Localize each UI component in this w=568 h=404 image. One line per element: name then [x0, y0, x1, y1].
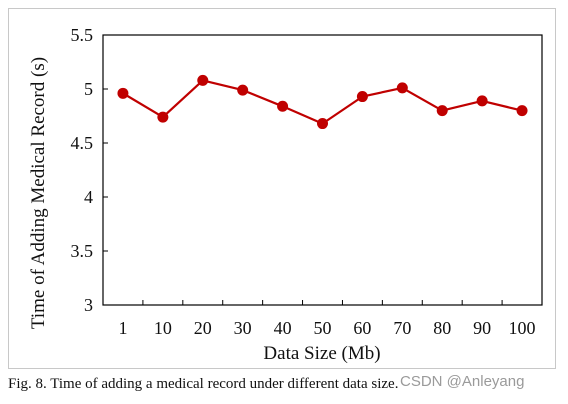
x-tick-label: 1	[118, 318, 127, 338]
data-point	[356, 91, 368, 103]
x-tick-label: 20	[194, 318, 212, 338]
x-tick-label: 80	[433, 318, 451, 338]
data-point	[197, 74, 209, 86]
plot-area	[102, 34, 543, 306]
x-tick-label: 70	[393, 318, 411, 338]
data-point	[476, 95, 488, 107]
plot-border	[102, 34, 543, 306]
x-tick-label: 10	[154, 318, 172, 338]
x-tick-label: 50	[314, 318, 332, 338]
data-point	[157, 111, 169, 123]
data-point	[117, 87, 129, 99]
data-point	[516, 105, 528, 117]
x-tick-label: 30	[234, 318, 252, 338]
y-axis-label: Time of Adding Medical Record (s)	[28, 57, 49, 329]
data-point	[436, 105, 448, 117]
series-layer	[117, 74, 528, 130]
y-tick-label: 4.5	[71, 133, 94, 153]
data-point	[317, 118, 328, 130]
watermark: CSDN @Anleyang	[400, 373, 525, 390]
x-tick-label: 60	[353, 318, 371, 338]
y-tick-label: 5	[84, 79, 93, 99]
data-point	[277, 100, 289, 112]
x-tick-label: 100	[509, 318, 536, 338]
x-tick-label: 90	[473, 318, 491, 338]
series-line	[122, 79, 523, 125]
line-chart: 3 3.5 4 4.5 5 5.5 1 10 20 30 40 50 60 70 80 90 100 Data…	[28, 25, 543, 364]
x-axis: 1 10 20 30 40 50 60 70 80 90 100	[102, 300, 543, 338]
x-tick-label: 40	[274, 318, 292, 338]
y-axis: 3 3.5 4 4.5 5 5.5	[71, 25, 108, 315]
x-axis-label: Data Size (Mb)	[263, 343, 380, 364]
y-tick-label: 3	[84, 295, 93, 315]
data-point	[237, 84, 249, 96]
data-point	[396, 82, 408, 94]
figure-caption: Fig. 8. Time of adding a medical record …	[8, 376, 399, 392]
y-tick-label: 4	[84, 187, 93, 207]
y-tick-label: 5.5	[71, 25, 94, 45]
chart-frame	[8, 8, 556, 369]
y-tick-label: 3.5	[71, 241, 94, 261]
